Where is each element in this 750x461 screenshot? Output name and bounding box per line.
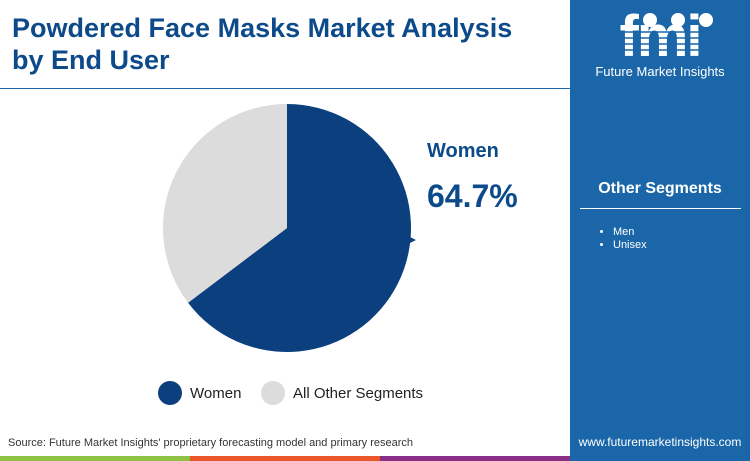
- pie-chart: [163, 104, 416, 352]
- source-note: Source: Future Market Insights' propriet…: [8, 437, 413, 449]
- svg-text:fmi: fmi: [620, 10, 701, 60]
- divider: [580, 208, 741, 209]
- legend-item-other: All Other Segments: [261, 381, 423, 405]
- color-bar-purple: [380, 456, 570, 461]
- callout-arrow-icon: [406, 235, 416, 245]
- legend-swatch: [158, 381, 182, 405]
- page-title: Powdered Face Masks Market Analysis by E…: [12, 13, 513, 75]
- legend-label: Women: [190, 384, 242, 402]
- website-link[interactable]: www.futuremarketinsights.com: [578, 435, 742, 449]
- callout-label: Women: [427, 140, 499, 162]
- sidebar: [570, 0, 750, 461]
- legend-swatch: [261, 381, 285, 405]
- color-bar-orange: [190, 456, 380, 461]
- brand-name: Future Market Insights: [595, 64, 725, 79]
- legend-item-women: Women: [158, 381, 241, 405]
- divider: [0, 88, 570, 89]
- fmi-logo: fmi: [598, 10, 722, 60]
- pie-slice-women: [188, 104, 411, 352]
- pie-slice-all-other-segments: [163, 104, 287, 303]
- list-item: Men: [613, 226, 647, 239]
- other-segments-list: Men Unisex: [600, 226, 647, 252]
- legend-label: All Other Segments: [293, 384, 424, 402]
- list-item: Unisex: [613, 239, 647, 252]
- color-bar-green: [0, 456, 190, 461]
- callout-value: 64.7%: [427, 178, 518, 214]
- other-segments-title: Other Segments: [598, 180, 722, 197]
